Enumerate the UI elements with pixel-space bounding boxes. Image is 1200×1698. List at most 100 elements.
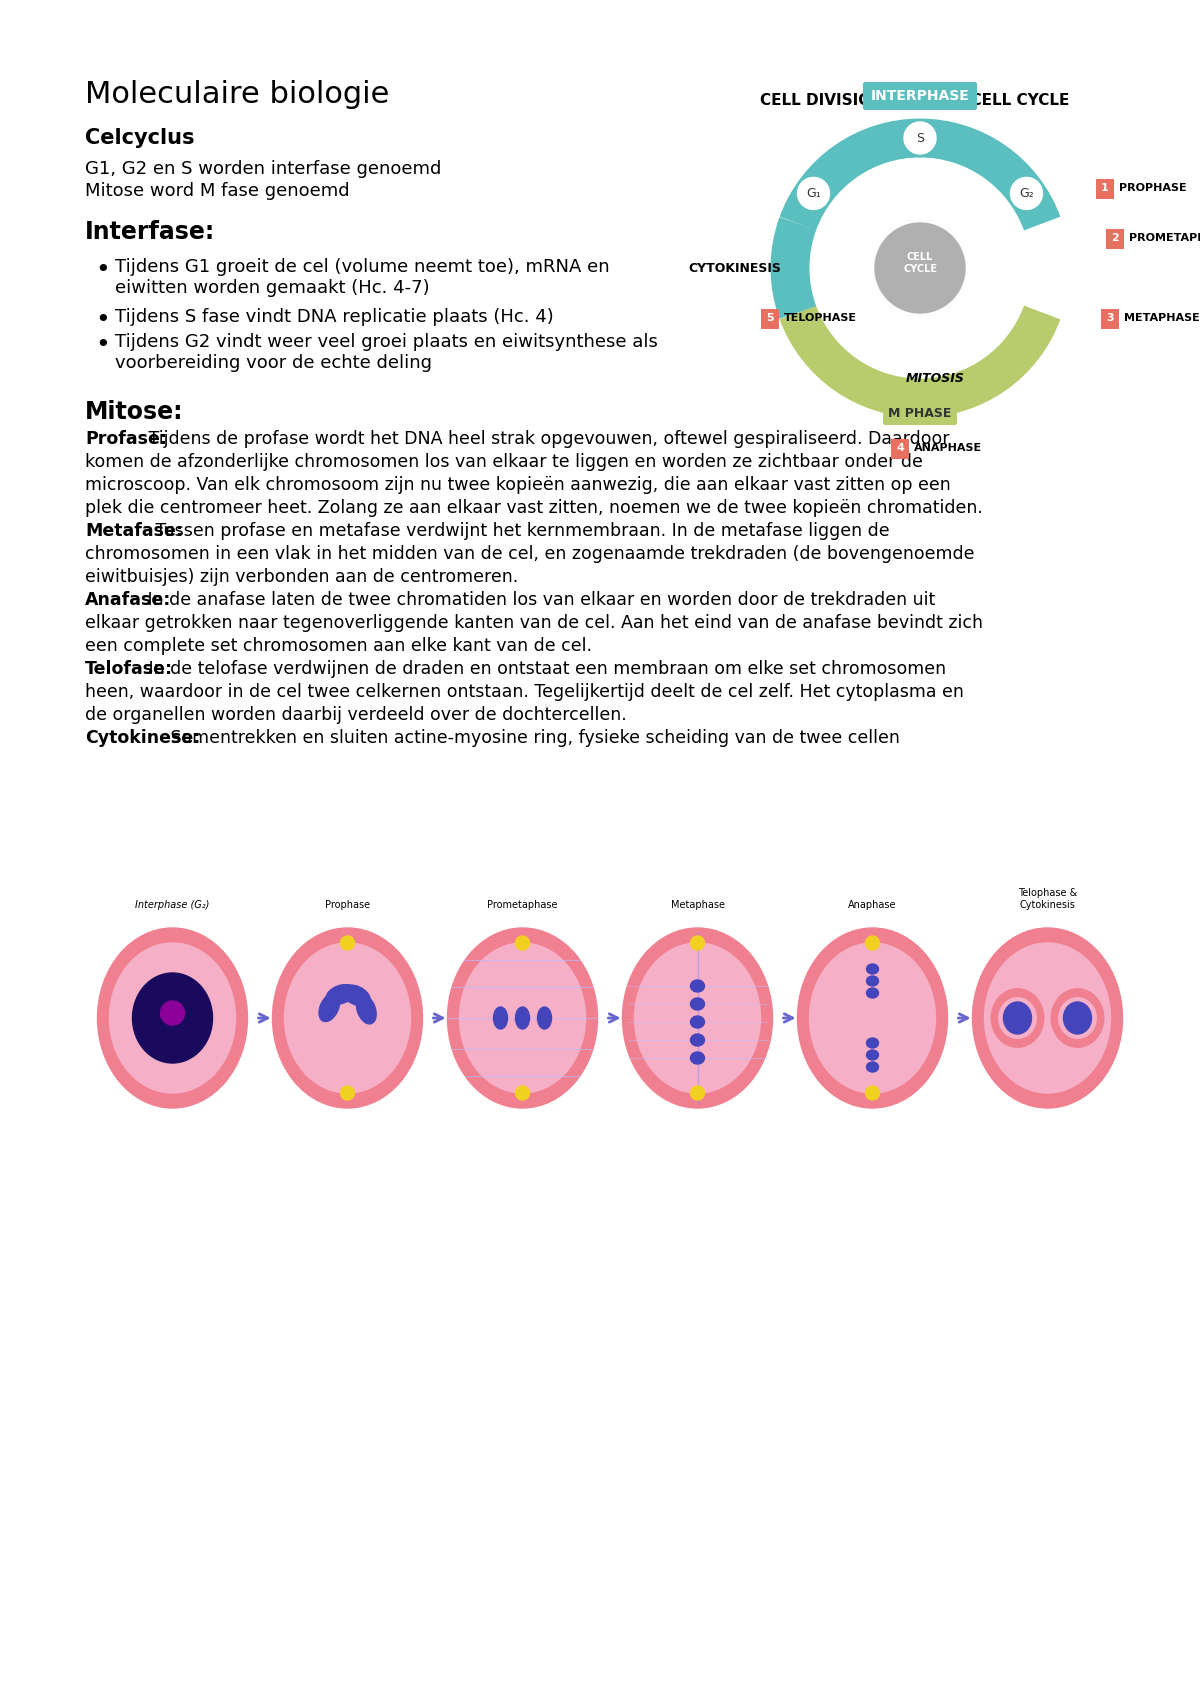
Ellipse shape xyxy=(866,1049,878,1060)
FancyBboxPatch shape xyxy=(863,82,977,110)
Ellipse shape xyxy=(984,942,1110,1094)
Ellipse shape xyxy=(448,929,598,1109)
Text: M PHASE: M PHASE xyxy=(888,406,952,419)
Text: heen, waardoor in de cel twee celkernen ontstaan. Tegelijkertijd deelt de cel ze: heen, waardoor in de cel twee celkernen … xyxy=(85,683,964,701)
Ellipse shape xyxy=(132,973,212,1063)
Text: 5: 5 xyxy=(766,312,774,323)
Ellipse shape xyxy=(635,942,761,1094)
Ellipse shape xyxy=(690,980,704,992)
Ellipse shape xyxy=(866,988,878,998)
Ellipse shape xyxy=(319,993,340,1022)
Ellipse shape xyxy=(690,1034,704,1046)
Text: Interphase (G₂): Interphase (G₂) xyxy=(136,900,210,910)
Text: eiwitbuisjes) zijn verbonden aan de centromeren.: eiwitbuisjes) zijn verbonden aan de cent… xyxy=(85,569,518,586)
Text: ANAPHASE: ANAPHASE xyxy=(914,443,982,453)
Circle shape xyxy=(341,936,354,949)
Text: plek die centromeer heet. Zolang ze aan elkaar vast zitten, noemen we de twee ko: plek die centromeer heet. Zolang ze aan … xyxy=(85,499,983,516)
Circle shape xyxy=(865,1087,880,1100)
Text: •: • xyxy=(95,258,109,282)
Text: Profase:: Profase: xyxy=(85,430,167,448)
Text: Telophase &
Cytokinesis: Telophase & Cytokinesis xyxy=(1018,888,1078,910)
Circle shape xyxy=(875,222,965,312)
Text: In de telofase verdwijnen de draden en ontstaat een membraan om elke set chromos: In de telofase verdwijnen de draden en o… xyxy=(143,661,946,678)
FancyBboxPatch shape xyxy=(1102,309,1120,329)
Ellipse shape xyxy=(866,1037,878,1048)
Text: Tijdens G2 vindt weer veel groei plaats en eiwitsynthese als: Tijdens G2 vindt weer veel groei plaats … xyxy=(115,333,658,351)
Ellipse shape xyxy=(356,995,376,1024)
Ellipse shape xyxy=(272,929,422,1109)
Ellipse shape xyxy=(326,985,355,1005)
Text: •: • xyxy=(95,333,109,357)
Text: Moleculaire biologie: Moleculaire biologie xyxy=(85,80,389,109)
Text: Metafase:: Metafase: xyxy=(85,521,182,540)
Ellipse shape xyxy=(810,942,936,1094)
Text: G₁: G₁ xyxy=(806,187,821,200)
Circle shape xyxy=(904,122,936,155)
Text: Mitose:: Mitose: xyxy=(85,401,184,424)
Text: METAPHASE: METAPHASE xyxy=(1124,312,1200,323)
Ellipse shape xyxy=(1003,1002,1032,1034)
Text: S: S xyxy=(916,131,924,144)
Text: INTERPHASE: INTERPHASE xyxy=(871,88,970,104)
Text: Celcyclus: Celcyclus xyxy=(85,127,194,148)
Ellipse shape xyxy=(798,929,948,1109)
Text: Prophase: Prophase xyxy=(325,900,370,910)
Ellipse shape xyxy=(342,985,370,1005)
Ellipse shape xyxy=(866,976,878,987)
Text: CELL
CYCLE: CELL CYCLE xyxy=(904,253,937,273)
Text: chromosomen in een vlak in het midden van de cel, en zogenaamde trekdraden (de b: chromosomen in een vlak in het midden va… xyxy=(85,545,974,564)
Text: een complete set chromosomen aan elke kant van de cel.: een complete set chromosomen aan elke ka… xyxy=(85,637,592,655)
Text: Tijdens S fase vindt DNA replicatie plaats (Hc. 4): Tijdens S fase vindt DNA replicatie plaa… xyxy=(115,307,553,326)
Circle shape xyxy=(341,1087,354,1100)
FancyBboxPatch shape xyxy=(883,401,958,424)
FancyBboxPatch shape xyxy=(761,309,779,329)
Circle shape xyxy=(161,1002,185,1026)
Circle shape xyxy=(690,936,704,949)
FancyBboxPatch shape xyxy=(890,440,910,458)
Ellipse shape xyxy=(284,942,410,1094)
Text: In de anafase laten de twee chromatiden los van elkaar en worden door de trekdra: In de anafase laten de twee chromatiden … xyxy=(142,591,935,610)
Text: G1, G2 en S worden interfase genoemd: G1, G2 en S worden interfase genoemd xyxy=(85,160,442,178)
Text: microscoop. Van elk chromosoom zijn nu twee kopieën aanwezig, die aan elkaar vas: microscoop. Van elk chromosoom zijn nu t… xyxy=(85,475,950,494)
Text: 4: 4 xyxy=(896,443,904,453)
Text: PROMETAPHASE: PROMETAPHASE xyxy=(1129,233,1200,243)
FancyBboxPatch shape xyxy=(1106,229,1124,250)
Circle shape xyxy=(690,1087,704,1100)
Ellipse shape xyxy=(493,1007,508,1029)
Ellipse shape xyxy=(866,1061,878,1071)
Ellipse shape xyxy=(1063,1002,1092,1034)
FancyBboxPatch shape xyxy=(1096,178,1114,199)
Text: Tijdens de profase wordt het DNA heel strak opgevouwen, oftewel gespiraliseerd. : Tijdens de profase wordt het DNA heel st… xyxy=(143,430,949,448)
Text: Anafase:: Anafase: xyxy=(85,591,172,610)
Ellipse shape xyxy=(972,929,1122,1109)
Circle shape xyxy=(516,1087,529,1100)
Text: Metaphase: Metaphase xyxy=(671,900,725,910)
Text: Tussen profase en metafase verdwijnt het kernmembraan. In de metafase liggen de: Tussen profase en metafase verdwijnt het… xyxy=(150,521,889,540)
Text: Anaphase: Anaphase xyxy=(848,900,896,910)
Text: Cytokinese:: Cytokinese: xyxy=(85,728,200,747)
Text: eiwitten worden gemaakt (Hc. 4-7): eiwitten worden gemaakt (Hc. 4-7) xyxy=(115,278,430,297)
Text: voorbereiding voor de echte deling: voorbereiding voor de echte deling xyxy=(115,353,432,372)
Text: 2: 2 xyxy=(1111,233,1118,243)
Text: •: • xyxy=(95,307,109,333)
Text: PROPHASE: PROPHASE xyxy=(1120,183,1187,194)
Text: Mitose word M fase genoemd: Mitose word M fase genoemd xyxy=(85,182,349,200)
Text: CELL DIVISION AND THE CELL CYCLE: CELL DIVISION AND THE CELL CYCLE xyxy=(760,93,1069,109)
Ellipse shape xyxy=(991,988,1044,1048)
Text: de organellen worden daarbij verdeeld over de dochtercellen.: de organellen worden daarbij verdeeld ov… xyxy=(85,706,626,723)
Ellipse shape xyxy=(690,1015,704,1027)
Text: elkaar getrokken naar tegenoverliggende kanten van de cel. Aan het eind van de a: elkaar getrokken naar tegenoverliggende … xyxy=(85,615,983,632)
Ellipse shape xyxy=(109,942,235,1094)
Text: Interfase:: Interfase: xyxy=(85,221,215,245)
Circle shape xyxy=(865,936,880,949)
Text: Prometaphase: Prometaphase xyxy=(487,900,558,910)
Ellipse shape xyxy=(97,929,247,1109)
Text: 3: 3 xyxy=(1106,312,1114,323)
Text: TELOPHASE: TELOPHASE xyxy=(784,312,857,323)
Text: Telofase:: Telofase: xyxy=(85,661,173,678)
Ellipse shape xyxy=(998,998,1037,1037)
Ellipse shape xyxy=(538,1007,552,1029)
Text: komen de afzonderlijke chromosomen los van elkaar te liggen en worden ze zichtba: komen de afzonderlijke chromosomen los v… xyxy=(85,453,923,470)
Ellipse shape xyxy=(690,998,704,1010)
Text: Samentrekken en sluiten actine-myosine ring, fysieke scheiding van de twee celle: Samentrekken en sluiten actine-myosine r… xyxy=(166,728,900,747)
